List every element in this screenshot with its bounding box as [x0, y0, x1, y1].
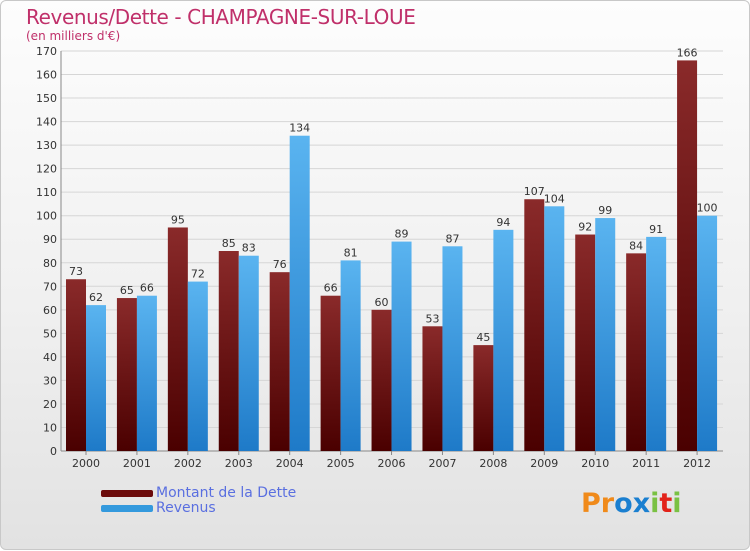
data-label-dette: 84	[629, 239, 643, 252]
data-label-revenus: 72	[191, 268, 205, 281]
data-label-dette: 76	[273, 258, 287, 271]
x-tick-label: 2010	[581, 457, 609, 470]
data-label-revenus: 66	[140, 282, 154, 295]
bar-revenus	[238, 255, 259, 451]
bar-revenus	[493, 229, 514, 451]
logo-letter: t	[659, 488, 673, 519]
bar-dette	[218, 251, 239, 451]
y-tick-label: 40	[43, 351, 57, 364]
y-tick-label: 70	[43, 280, 57, 293]
y-tick-label: 160	[36, 69, 57, 82]
data-label-dette: 95	[171, 213, 185, 226]
data-label-dette: 65	[120, 284, 134, 297]
x-tick-label: 2006	[378, 457, 406, 470]
x-tick-label: 2003	[225, 457, 253, 470]
data-label-dette: 92	[578, 221, 592, 234]
data-label-revenus: 89	[395, 228, 409, 241]
data-label-dette: 45	[476, 331, 490, 344]
logo-letter: i	[650, 488, 660, 519]
y-tick-label: 130	[36, 139, 57, 152]
y-tick-label: 10	[43, 421, 57, 434]
data-label-revenus: 62	[89, 291, 103, 304]
data-label-revenus: 81	[344, 246, 358, 259]
y-tick-label: 0	[50, 445, 57, 458]
data-label-revenus: 94	[496, 216, 510, 229]
y-tick-label: 120	[36, 163, 57, 176]
y-tick-label: 170	[36, 45, 57, 58]
proxiti-logo: Proxiti	[581, 488, 682, 519]
y-tick-label: 80	[43, 257, 57, 270]
bar-dette	[371, 309, 392, 451]
y-tick-label: 90	[43, 233, 57, 246]
data-label-revenus: 134	[289, 122, 310, 135]
data-label-dette: 73	[69, 265, 83, 278]
logo-letter: P	[581, 488, 601, 519]
legend-swatch-dette	[101, 490, 153, 497]
data-label-dette: 60	[375, 296, 389, 309]
data-label-dette: 107	[524, 185, 545, 198]
x-tick-label: 2000	[72, 457, 100, 470]
y-tick-label: 140	[36, 116, 57, 129]
bar-dette	[269, 272, 290, 451]
bar-revenus	[646, 236, 667, 451]
legend-label-dette: Montant de la Dette	[156, 485, 297, 501]
logo-letter: i	[672, 488, 682, 519]
data-label-revenus: 91	[649, 223, 663, 236]
bar-dette	[320, 295, 341, 451]
bar-revenus	[187, 281, 208, 451]
y-tick-label: 30	[43, 374, 57, 387]
data-label-revenus: 100	[697, 202, 718, 215]
x-tick-label: 2007	[428, 457, 456, 470]
x-tick-label: 2012	[683, 457, 711, 470]
data-label-dette: 166	[677, 46, 698, 59]
bar-dette	[167, 227, 188, 451]
bar-dette	[422, 326, 443, 451]
data-label-revenus: 83	[242, 242, 256, 255]
x-tick-label: 2004	[276, 457, 304, 470]
y-tick-label: 110	[36, 186, 57, 199]
bar-revenus	[86, 305, 106, 451]
logo-letter: r	[600, 488, 615, 519]
bar-revenus	[442, 246, 463, 451]
bar-revenus	[136, 295, 157, 451]
logo-letter: x	[632, 488, 651, 519]
y-tick-label: 20	[43, 398, 57, 411]
bar-dette	[626, 253, 647, 451]
data-label-revenus: 87	[445, 232, 459, 245]
y-tick-label: 50	[43, 327, 57, 340]
bar-revenus	[544, 206, 565, 451]
data-label-dette: 53	[425, 312, 439, 325]
x-tick-label: 2001	[123, 457, 151, 470]
bar-dette	[524, 199, 545, 451]
bar-dette	[66, 279, 86, 451]
legend-swatch-revenus	[101, 505, 153, 512]
bar-revenus	[697, 215, 718, 451]
data-label-revenus: 104	[544, 192, 565, 205]
logo-letter: o	[614, 488, 633, 519]
bar-dette	[116, 298, 137, 451]
bar-revenus	[289, 135, 310, 452]
bar-revenus	[595, 218, 616, 451]
x-tick-label: 2009	[530, 457, 558, 470]
y-tick-label: 60	[43, 304, 57, 317]
data-label-dette: 66	[324, 282, 338, 295]
legend-label-revenus: Revenus	[156, 500, 216, 516]
x-tick-label: 2002	[174, 457, 202, 470]
bar-dette	[473, 345, 494, 451]
bar-dette	[677, 60, 698, 451]
bar-dette	[575, 234, 596, 451]
x-tick-label: 2005	[327, 457, 355, 470]
chart-title: Revenus/Dette - CHAMPAGNE-SUR-LOUE	[26, 5, 416, 29]
y-tick-label: 100	[36, 210, 57, 223]
data-label-revenus: 99	[598, 204, 612, 217]
chart-subtitle: (en milliers d'€)	[26, 29, 121, 43]
data-label-dette: 85	[222, 237, 236, 250]
x-tick-label: 2008	[479, 457, 507, 470]
y-tick-label: 150	[36, 92, 57, 105]
bar-revenus	[340, 260, 361, 451]
bar-revenus	[391, 241, 412, 451]
x-tick-label: 2011	[632, 457, 660, 470]
